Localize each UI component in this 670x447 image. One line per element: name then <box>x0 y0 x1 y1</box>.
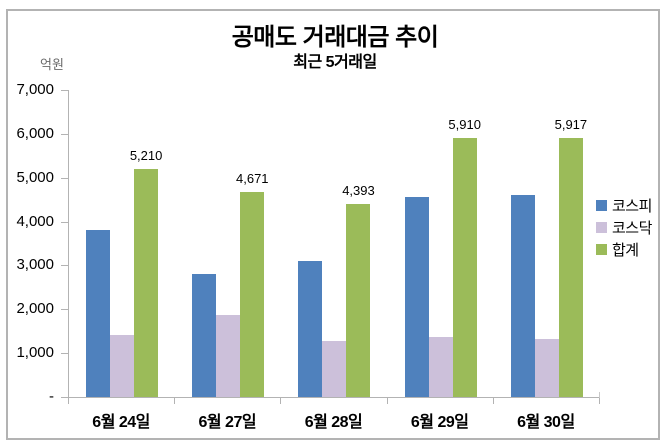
axis-end-tick <box>599 392 600 398</box>
y-tick-mark <box>61 90 68 91</box>
y-tick-mark <box>61 177 68 179</box>
bar-kosdaq <box>216 314 241 397</box>
plot-area: 5,210 4,671 4,393 5,910 5,917 <box>68 90 600 398</box>
bar-kospi <box>86 230 111 397</box>
bar-kospi <box>404 197 429 397</box>
x-tick-mark <box>68 398 69 404</box>
y-tick-mark <box>61 353 68 355</box>
bar-value-label: 5,210 <box>129 147 163 163</box>
bar-kosdaq <box>322 340 347 397</box>
x-tick-mark <box>599 398 600 404</box>
legend-label: 합계 <box>612 241 639 259</box>
x-category-label: 6월 30일 <box>517 414 575 431</box>
bar-total <box>558 137 583 397</box>
bar-total <box>452 137 477 397</box>
legend-swatch-kospi-icon <box>596 199 607 211</box>
x-category-label: 6월 24일 <box>92 414 150 431</box>
legend-swatch-kosdaq-icon <box>596 221 607 233</box>
legend-item-total: 합계 <box>596 240 652 259</box>
bar-value-label: 4,393 <box>342 183 375 199</box>
x-tick-mark <box>492 398 494 404</box>
legend-swatch-total-icon <box>596 243 607 255</box>
x-category-label: 6월 28일 <box>304 414 363 431</box>
bar-value-label: 5,910 <box>448 116 481 132</box>
bar-kospi <box>298 260 323 397</box>
bar-kosdaq <box>534 339 559 397</box>
legend-item-kosdaq: 코스닥 <box>596 218 652 237</box>
y-tick-label: 2,000 <box>16 300 54 318</box>
x-tick-mark <box>174 398 176 404</box>
bar-total <box>240 192 265 397</box>
y-tick-label: 3,000 <box>16 256 54 274</box>
legend-label: 코스피 <box>612 197 652 215</box>
y-tick-mark <box>61 309 68 311</box>
bar-total <box>346 204 371 397</box>
y-tick-label: 1,000 <box>16 344 54 362</box>
bar-value-label: 4,671 <box>236 171 269 187</box>
y-tick-label: - <box>49 388 54 405</box>
chart-title: 공매도 거래대금 추이 <box>231 24 439 51</box>
x-tick-mark <box>386 398 388 404</box>
y-axis-unit-label: 억원 <box>40 57 64 72</box>
bar-group: 5,210 <box>69 90 175 397</box>
legend-label: 코스닥 <box>612 219 652 237</box>
legend-item-kospi: 코스피 <box>596 196 652 215</box>
y-tick-mark <box>61 221 68 223</box>
y-tick-mark <box>61 265 68 267</box>
chart-subtitle: 최근 5거래일 <box>293 54 377 71</box>
y-tick-label: 7,000 <box>16 81 54 98</box>
bar-kosdaq <box>110 335 135 397</box>
bar-kospi <box>510 195 535 397</box>
bar-group: 5,917 <box>494 90 600 397</box>
y-tick-label: 4,000 <box>16 212 54 230</box>
x-tick-mark <box>280 398 282 404</box>
y-tick-mark <box>61 133 68 135</box>
bar-value-label: 5,917 <box>554 116 588 132</box>
bar-kosdaq <box>428 337 453 397</box>
y-tick-label: 5,000 <box>16 168 54 186</box>
bar-total <box>134 168 159 397</box>
y-tick-mark <box>61 397 68 398</box>
bar-group: 5,910 <box>388 90 494 397</box>
bar-group: 4,393 <box>281 90 387 397</box>
x-category-label: 6월 29일 <box>410 414 469 431</box>
bar-group: 4,671 <box>175 90 281 397</box>
y-tick-label: 6,000 <box>16 124 54 142</box>
x-category-label: 6월 27일 <box>198 414 257 431</box>
bar-kospi <box>192 274 217 397</box>
